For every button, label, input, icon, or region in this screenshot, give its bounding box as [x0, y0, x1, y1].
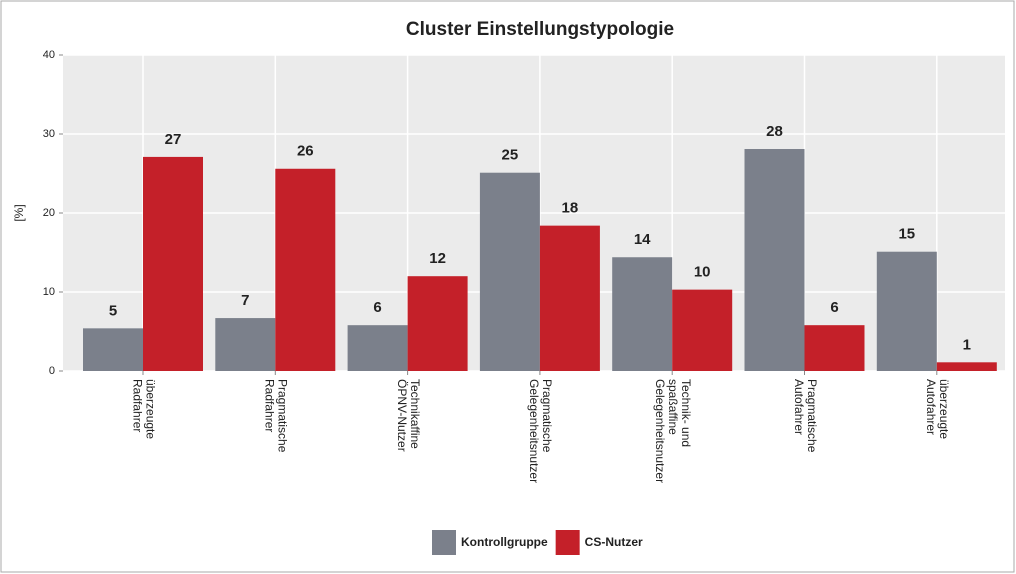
bar: [143, 156, 203, 371]
value-label: 12: [429, 250, 446, 267]
x-tick-label: Radfahrer: [130, 379, 144, 432]
bar: [407, 276, 468, 371]
x-tick-label: Radfahrer: [263, 379, 277, 432]
value-label: 1: [963, 336, 971, 353]
bar: [479, 172, 540, 371]
value-label: 26: [297, 143, 314, 160]
bar: [804, 325, 865, 371]
y-tick-label: 40: [43, 49, 55, 61]
bar: [672, 289, 733, 371]
bar: [876, 251, 937, 371]
value-label: 5: [109, 302, 117, 319]
x-tick-label: ÖPNV-Nutzer: [395, 379, 409, 452]
x-tick-label: Technikaffine: [408, 379, 422, 449]
x-tick-label: Gelegenheitsnutzer: [527, 379, 541, 483]
x-tick-label: spaßaffine: [666, 379, 680, 435]
y-tick-label: 30: [43, 128, 55, 140]
legend-label: CS-Nutzer: [585, 535, 643, 549]
value-label: 14: [634, 231, 651, 248]
value-label: 27: [165, 131, 182, 148]
bar: [215, 318, 276, 371]
bar: [347, 325, 408, 371]
bar: [744, 149, 805, 371]
legend-swatch: [555, 530, 580, 555]
value-label: 28: [766, 123, 783, 140]
value-label: 7: [241, 292, 249, 309]
x-tick-label: Autofahrer: [924, 379, 938, 435]
bar: [275, 168, 336, 371]
value-label: 15: [898, 226, 915, 243]
y-axis-label: [%]: [12, 204, 26, 221]
value-label: 6: [830, 299, 838, 316]
value-label: 6: [373, 299, 381, 316]
value-label: 10: [694, 264, 711, 281]
y-tick-label: 10: [43, 286, 55, 298]
legend-label: Kontrollgruppe: [461, 535, 548, 549]
x-tick-label: Gelegenheitsnutzer: [653, 379, 667, 483]
x-tick-label: überzeugte: [143, 379, 157, 439]
x-tick-label: Pragmatische: [805, 379, 819, 453]
x-tick-label: Pragmatische: [540, 379, 554, 453]
y-tick-label: 20: [43, 207, 55, 219]
bar: [936, 362, 997, 371]
x-tick-label: Autofahrer: [792, 379, 806, 435]
y-tick-label: 0: [49, 365, 55, 377]
bar: [612, 257, 673, 371]
bar: [83, 328, 143, 371]
value-label: 18: [562, 200, 579, 217]
bar: [539, 225, 600, 371]
x-tick-label: überzeugte: [937, 379, 951, 439]
chart-title: Cluster Einstellungstypologie: [406, 19, 674, 40]
value-label: 25: [502, 147, 519, 164]
x-tick-label: Technik- und: [679, 379, 693, 447]
x-tick-label: Pragmatische: [276, 379, 290, 453]
legend-swatch: [432, 530, 456, 555]
